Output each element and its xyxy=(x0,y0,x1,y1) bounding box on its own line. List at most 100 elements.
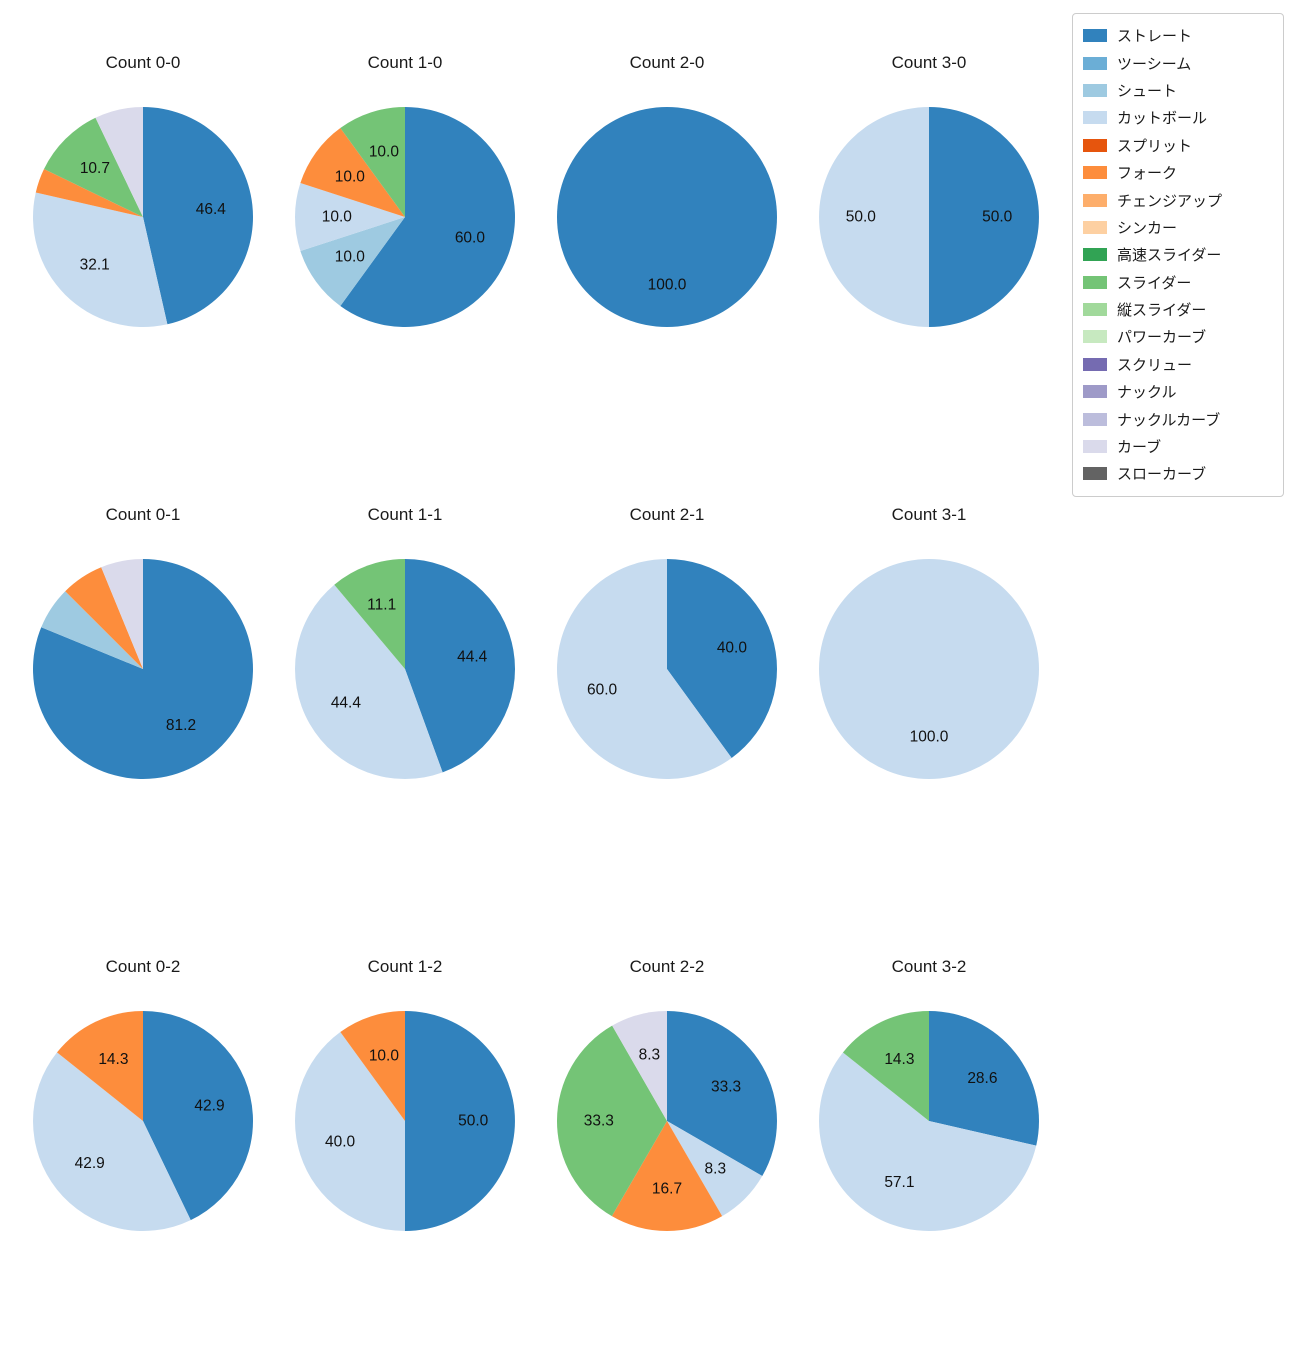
pie-title: Count 2-1 xyxy=(629,505,705,524)
pie-svg: 100.0 xyxy=(819,559,1039,779)
pie-percent-label: 10.0 xyxy=(335,249,366,266)
legend-color-swatch xyxy=(1083,357,1107,371)
pie-slice xyxy=(819,559,1039,779)
legend-color-swatch xyxy=(1083,138,1107,152)
legend-color-swatch xyxy=(1083,303,1107,317)
pie-percent-label: 60.0 xyxy=(587,682,618,699)
pie-percent-label: 100.0 xyxy=(648,277,687,294)
legend-item-label: チェンジアップ xyxy=(1117,192,1223,210)
legend-color-swatch xyxy=(1083,248,1107,262)
pie-percent-label: 10.0 xyxy=(369,1048,400,1065)
legend-item: ナックルカーブ xyxy=(1083,405,1273,432)
legend-item: ツーシーム xyxy=(1083,49,1273,76)
legend-color-swatch xyxy=(1083,29,1107,43)
pie-title: Count 2-2 xyxy=(629,957,705,976)
legend-item: スクリュー xyxy=(1083,351,1273,378)
legend-item: パワーカーブ xyxy=(1083,323,1273,350)
pie-title: Count 1-0 xyxy=(367,53,443,72)
pie-slice xyxy=(667,1011,777,1176)
pie-svg: 60.010.010.010.010.0 xyxy=(294,107,515,327)
pie-slice xyxy=(300,128,405,217)
pie-slice xyxy=(842,1011,929,1121)
pie-svg: 40.0 60.0 xyxy=(557,559,778,779)
pie-slice xyxy=(33,1052,191,1232)
pie-percent-label: 32.1 xyxy=(80,257,110,274)
legend-item-label: パワーカーブ xyxy=(1117,329,1207,347)
legend-item: カットボール xyxy=(1083,104,1273,131)
pie-percent-label: 57.1 xyxy=(884,1174,914,1191)
pie-slice xyxy=(294,183,405,251)
pie-title: Count 1-1 xyxy=(367,505,443,524)
legend-color-swatch xyxy=(1083,385,1107,399)
pie-slice xyxy=(65,567,143,669)
legend-item-label: スプリット xyxy=(1117,137,1193,155)
pie-slice xyxy=(929,107,1039,327)
pie-title: Count 3-1 xyxy=(891,505,967,524)
pie-slice xyxy=(294,584,443,780)
pie-percent-label: 11.1 xyxy=(367,596,396,613)
pie-slice xyxy=(35,169,143,217)
pie-title: Count 0-1 xyxy=(105,505,181,524)
pie-chart: Count 2-0 100.0 xyxy=(536,2,798,454)
pie-percent-label: 40.0 xyxy=(717,639,748,656)
pie-slice xyxy=(32,559,253,779)
legend-item: 縦スライダー xyxy=(1083,296,1273,323)
pie-chart: Count 1-1 44.4 44.4 11.1 xyxy=(274,454,536,906)
pie-chart: Count 3-0 50.0 50.0 xyxy=(798,2,1060,454)
pie-percent-label: 14.3 xyxy=(98,1051,128,1068)
pie-slice xyxy=(57,1011,143,1121)
pie-slice xyxy=(340,107,515,327)
legend-item-label: シンカー xyxy=(1117,219,1178,237)
legend-item-label: ストレート xyxy=(1117,28,1193,46)
legend-color-swatch xyxy=(1083,412,1107,426)
pie-svg: 46.4 32.1 10.7 xyxy=(32,107,254,328)
legend-item: スローカーブ xyxy=(1083,460,1273,487)
pie-svg: 100.0 xyxy=(557,107,777,327)
pie-svg: 81.2 xyxy=(32,559,253,779)
legend-item-label: ナックル xyxy=(1117,384,1177,402)
pie-svg: 42.9 42.9 14.3 xyxy=(33,1011,254,1232)
pie-percent-label: 44.4 xyxy=(331,695,362,712)
pie-title: Count 3-0 xyxy=(891,53,967,72)
legend-item: スライダー xyxy=(1083,269,1273,296)
pie-percent-label: 50.0 xyxy=(458,1113,489,1130)
pie-percent-label: 81.2 xyxy=(166,717,196,734)
pie-slice xyxy=(300,217,405,306)
legend-item: ストレート xyxy=(1083,22,1273,49)
pie-svg: 50.0 40.0 10.0 xyxy=(294,1011,515,1231)
pie-slice xyxy=(611,1121,723,1232)
pie-slice xyxy=(557,107,777,327)
pie-percent-label: 10.0 xyxy=(322,209,353,226)
legend-color-swatch xyxy=(1083,467,1107,481)
pie-percent-label: 10.0 xyxy=(335,168,366,185)
pie-chart: Count 2-2 33.3 8.3 16.7 33.3 8.3 xyxy=(536,906,798,1358)
pie-percent-label: 33.3 xyxy=(711,1078,741,1095)
pie-slice xyxy=(294,1032,405,1231)
pie-svg: 50.0 50.0 xyxy=(819,107,1039,327)
pie-percent-label: 28.6 xyxy=(967,1070,997,1087)
pie-title: Count 2-0 xyxy=(629,53,705,72)
pie-percent-label: 42.9 xyxy=(194,1097,224,1114)
legend-color-swatch xyxy=(1083,111,1107,125)
legend-item: カーブ xyxy=(1083,433,1273,460)
pie-slice xyxy=(405,559,516,773)
legend-item: スプリット xyxy=(1083,132,1273,159)
pie-title: Count 3-2 xyxy=(891,957,967,976)
pie-slice xyxy=(667,1121,763,1217)
pie-percent-label: 8.3 xyxy=(705,1161,727,1178)
legend-color-swatch xyxy=(1083,166,1107,180)
pie-chart: Count 1-0 60.0 10.0 10.0 10.0 10.0 xyxy=(274,2,536,454)
pie-percent-label: 16.7 xyxy=(652,1181,682,1198)
pie-slice xyxy=(557,559,732,779)
pie-percent-label: 40.0 xyxy=(325,1134,356,1151)
pie-svg: 28.6 57.1 14.3 xyxy=(819,1011,1040,1231)
pie-slice xyxy=(340,1011,405,1121)
pie-percent-label: 60.0 xyxy=(455,230,486,247)
pie-chart: Count 1-2 50.0 40.0 10.0 xyxy=(274,906,536,1358)
pie-slice xyxy=(143,1011,254,1221)
pie-slice xyxy=(929,1011,1040,1146)
pie-slice xyxy=(340,107,405,217)
legend-color-swatch xyxy=(1083,440,1107,454)
pie-percent-label: 46.4 xyxy=(196,201,227,218)
pie-slice xyxy=(41,591,143,669)
